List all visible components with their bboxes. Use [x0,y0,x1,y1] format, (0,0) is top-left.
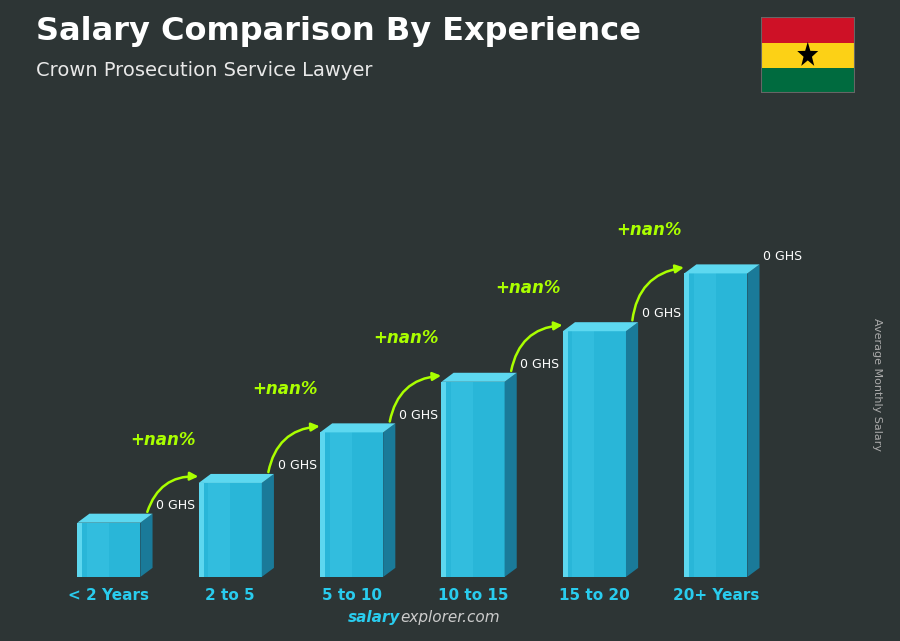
Text: Average Monthly Salary: Average Monthly Salary [872,318,883,451]
Bar [208,483,230,577]
Text: explorer.com: explorer.com [400,610,500,625]
Polygon shape [199,474,274,483]
Text: +nan%: +nan% [495,279,561,297]
Bar [760,68,855,93]
Polygon shape [505,373,517,577]
Text: +nan%: +nan% [374,329,439,347]
Bar [442,382,505,577]
Polygon shape [562,322,638,331]
Bar [199,483,262,577]
Bar [760,17,855,42]
Bar [684,274,747,577]
Bar [562,331,568,577]
Bar [684,274,689,577]
Polygon shape [684,264,760,274]
Text: Crown Prosecution Service Lawyer: Crown Prosecution Service Lawyer [36,61,373,80]
Text: 0 GHS: 0 GHS [157,499,195,512]
Bar [694,274,716,577]
Text: 0 GHS: 0 GHS [277,459,317,472]
Bar [320,433,325,577]
Text: 0 GHS: 0 GHS [763,249,802,263]
Bar [562,331,626,577]
Text: salary: salary [348,610,400,625]
Bar [77,522,140,577]
Bar [77,522,82,577]
Text: 0 GHS: 0 GHS [520,358,560,371]
Text: 0 GHS: 0 GHS [399,408,438,422]
Bar [760,42,855,68]
Polygon shape [262,474,274,577]
Polygon shape [442,373,517,382]
Bar [199,483,203,577]
Polygon shape [383,423,395,577]
Polygon shape [140,513,152,577]
Bar [442,382,446,577]
Text: 0 GHS: 0 GHS [642,308,681,320]
Bar [320,433,383,577]
Text: +nan%: +nan% [616,221,682,239]
Bar [329,433,352,577]
Text: +nan%: +nan% [130,431,196,449]
Polygon shape [77,513,152,522]
Bar [86,522,109,577]
Polygon shape [797,42,818,66]
Text: +nan%: +nan% [252,380,318,398]
Bar [572,331,594,577]
Polygon shape [320,423,395,433]
Polygon shape [626,322,638,577]
Polygon shape [747,264,760,577]
Bar [451,382,473,577]
Text: Salary Comparison By Experience: Salary Comparison By Experience [36,16,641,47]
